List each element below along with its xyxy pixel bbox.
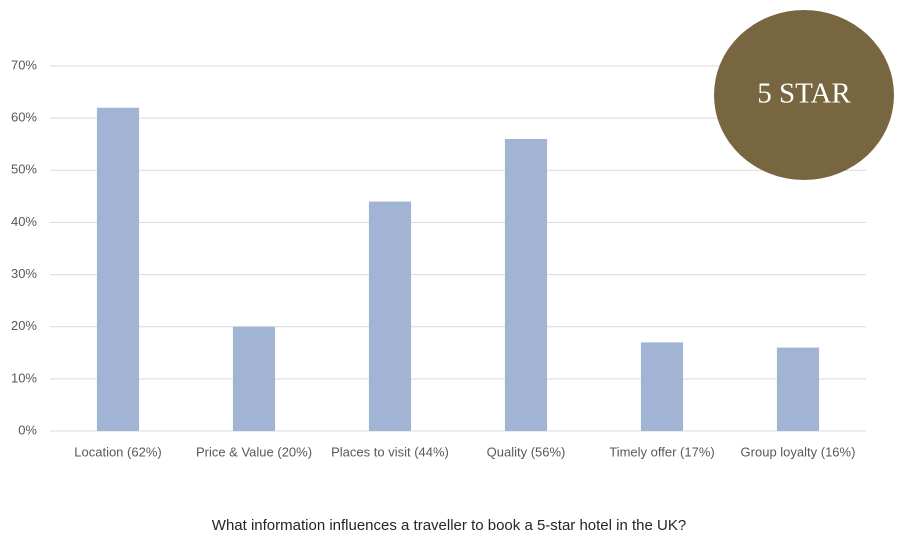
y-tick-label: 30% <box>11 266 37 281</box>
badge-circle <box>714 10 894 180</box>
y-tick-label: 40% <box>11 214 37 229</box>
x-tick-label: Price & Value (20%) <box>196 444 312 459</box>
y-tick-label: 70% <box>11 57 37 72</box>
y-tick-label: 50% <box>11 162 37 177</box>
bar <box>504 139 548 431</box>
chart-title: What information influences a traveller … <box>212 517 686 534</box>
x-tick-label: Location (62%) <box>74 444 161 459</box>
bar <box>368 201 412 431</box>
x-tick-label: Group loyalty (16%) <box>741 444 856 459</box>
x-tick-label: Quality (56%) <box>487 444 566 459</box>
y-tick-label: 60% <box>11 110 37 125</box>
y-tick-label: 10% <box>11 370 37 385</box>
bar <box>96 107 140 431</box>
badge-text: 5 STAR <box>757 78 851 110</box>
bar <box>640 342 684 431</box>
y-tick-label: 0% <box>18 422 37 437</box>
x-tick-label: Timely offer (17%) <box>609 444 714 459</box>
bar <box>232 326 276 431</box>
x-tick-label: Places to visit (44%) <box>331 444 449 459</box>
y-tick-label: 20% <box>11 318 37 333</box>
bar <box>776 347 820 431</box>
